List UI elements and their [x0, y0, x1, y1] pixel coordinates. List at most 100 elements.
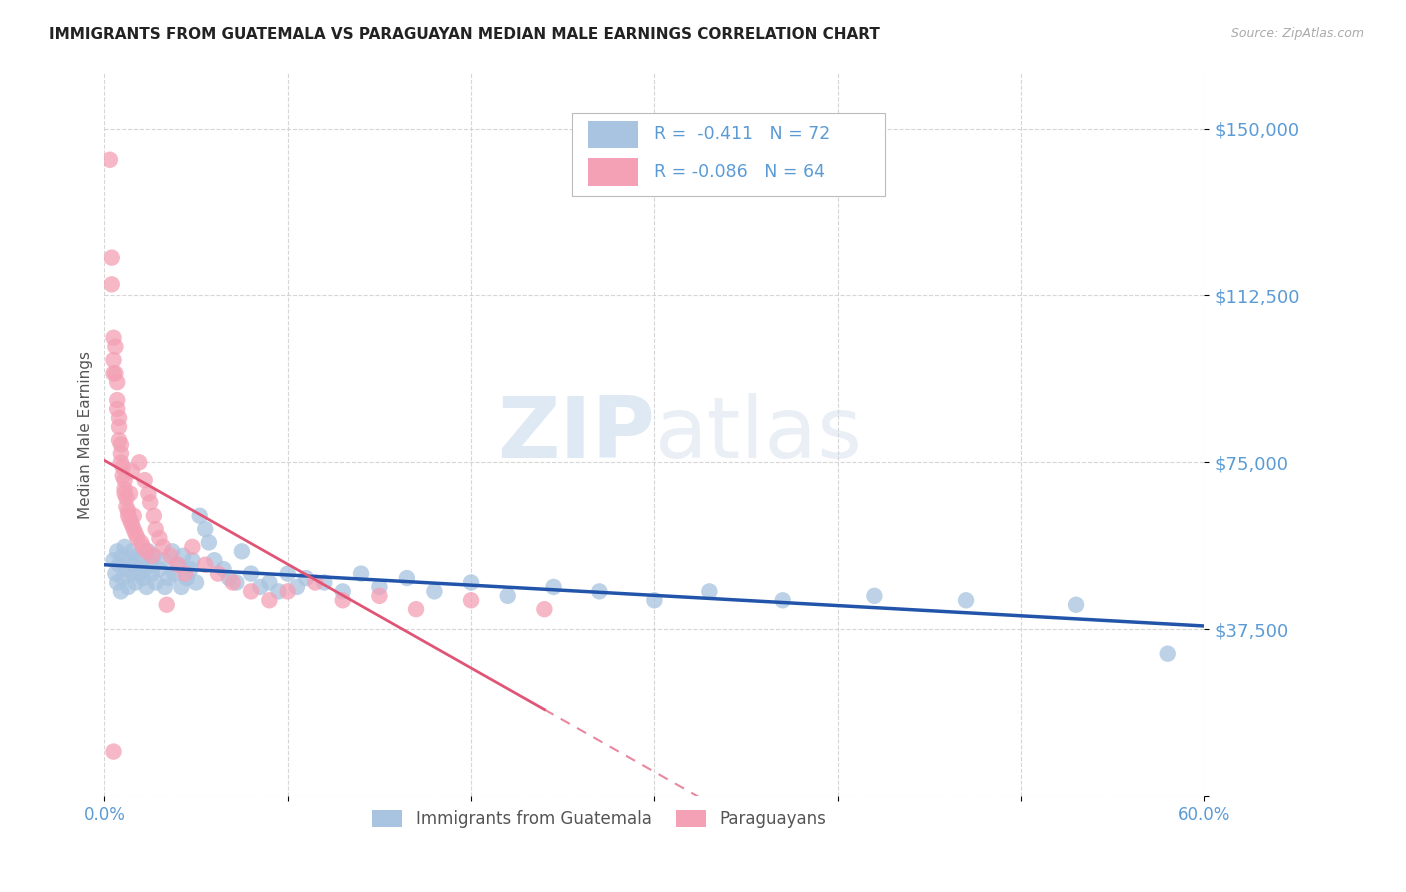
- Point: [166, 558, 188, 572]
- Text: R =  -0.411   N = 72: R = -0.411 N = 72: [654, 126, 831, 144]
- Point: [124, 526, 146, 541]
- Point: [1064, 598, 1087, 612]
- Point: [304, 575, 326, 590]
- Point: [105, 544, 128, 558]
- Bar: [588, 120, 638, 148]
- Point: [122, 508, 145, 523]
- Point: [104, 340, 127, 354]
- Point: [699, 584, 721, 599]
- Point: [108, 433, 131, 447]
- Point: [122, 558, 145, 572]
- Point: [405, 602, 427, 616]
- Point: [105, 376, 128, 390]
- Point: [218, 571, 240, 585]
- Point: [100, 251, 122, 265]
- Point: [129, 535, 152, 549]
- Point: [105, 392, 128, 407]
- Point: [332, 584, 354, 599]
- Point: [135, 544, 157, 558]
- Point: [181, 553, 204, 567]
- Point: [277, 584, 299, 599]
- Point: [104, 367, 127, 381]
- Point: [1157, 647, 1180, 661]
- Point: [141, 549, 163, 563]
- Point: [176, 571, 198, 585]
- Point: [141, 566, 163, 581]
- Point: [115, 491, 138, 505]
- Point: [103, 353, 125, 368]
- Point: [166, 558, 188, 572]
- Point: [153, 580, 176, 594]
- Point: [145, 522, 167, 536]
- Point: [496, 589, 519, 603]
- Point: [160, 544, 183, 558]
- Point: [533, 602, 555, 616]
- Point: [135, 580, 157, 594]
- Legend: Immigrants from Guatemala, Paraguayans: Immigrants from Guatemala, Paraguayans: [366, 804, 834, 835]
- Point: [395, 571, 418, 585]
- Point: [267, 584, 290, 599]
- Point: [111, 549, 134, 563]
- Point: [124, 575, 146, 590]
- Point: [181, 540, 204, 554]
- Point: [118, 486, 141, 500]
- Point: [148, 562, 170, 576]
- Point: [118, 553, 141, 567]
- Point: [159, 549, 181, 563]
- Point: [212, 562, 235, 576]
- Point: [132, 540, 155, 554]
- Point: [129, 553, 152, 567]
- Point: [163, 566, 186, 581]
- Point: [543, 580, 565, 594]
- Point: [588, 584, 610, 599]
- Point: [332, 593, 354, 607]
- Point: [98, 153, 121, 167]
- Point: [240, 566, 263, 581]
- Point: [460, 593, 482, 607]
- Point: [772, 593, 794, 607]
- Point: [103, 553, 125, 567]
- Point: [111, 468, 134, 483]
- Point: [202, 553, 225, 567]
- Text: Source: ZipAtlas.com: Source: ZipAtlas.com: [1230, 27, 1364, 40]
- Point: [180, 562, 202, 576]
- Y-axis label: Median Male Earnings: Median Male Earnings: [79, 351, 93, 518]
- Point: [115, 500, 138, 514]
- Point: [194, 558, 217, 572]
- Bar: [588, 158, 638, 186]
- Text: ZIP: ZIP: [496, 393, 654, 476]
- Point: [118, 513, 141, 527]
- Point: [108, 419, 131, 434]
- Text: atlas: atlas: [654, 393, 862, 476]
- Point: [863, 589, 886, 603]
- Point: [138, 544, 160, 558]
- Point: [127, 549, 149, 563]
- Point: [115, 562, 138, 576]
- Point: [114, 473, 136, 487]
- Point: [314, 575, 336, 590]
- Point: [121, 464, 143, 478]
- Point: [148, 531, 170, 545]
- Point: [172, 549, 194, 563]
- Point: [225, 575, 247, 590]
- Point: [139, 558, 162, 572]
- Point: [350, 566, 373, 581]
- Point: [110, 446, 132, 460]
- Point: [194, 522, 217, 536]
- Point: [152, 553, 174, 567]
- Point: [127, 531, 149, 545]
- Point: [152, 540, 174, 554]
- Point: [222, 575, 245, 590]
- Point: [110, 584, 132, 599]
- Point: [100, 277, 122, 292]
- Point: [121, 517, 143, 532]
- Point: [111, 459, 134, 474]
- Point: [121, 566, 143, 581]
- Point: [184, 575, 207, 590]
- Point: [170, 580, 193, 594]
- Point: [198, 535, 221, 549]
- FancyBboxPatch shape: [572, 112, 886, 196]
- Point: [103, 367, 125, 381]
- Point: [104, 566, 127, 581]
- Text: R = -0.086   N = 64: R = -0.086 N = 64: [654, 163, 825, 181]
